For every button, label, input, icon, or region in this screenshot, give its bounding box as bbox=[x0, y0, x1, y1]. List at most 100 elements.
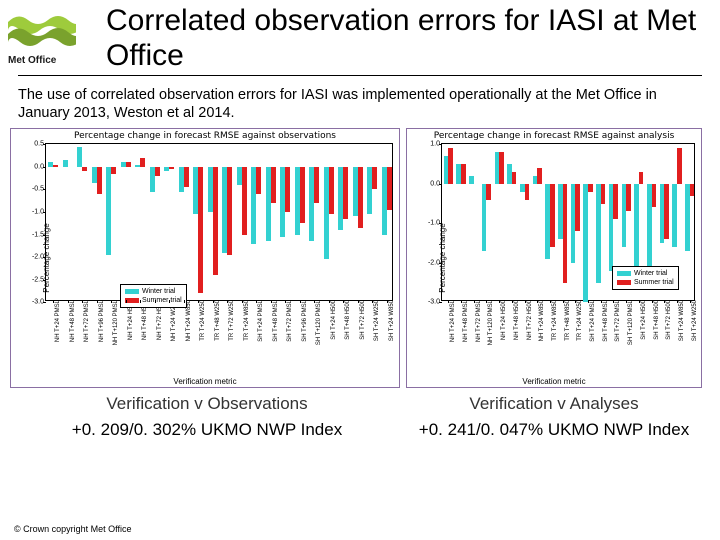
wave-icon bbox=[8, 10, 76, 48]
bar-summer bbox=[575, 184, 580, 231]
xtick-label: TR T+72 W250 bbox=[227, 300, 235, 341]
bar-winter bbox=[583, 184, 588, 303]
bar-winter bbox=[469, 176, 474, 184]
xtick-label: SH T+24 W250 bbox=[372, 300, 380, 341]
xtick-label: SH T+24 H500 bbox=[329, 300, 337, 340]
bar-winter bbox=[63, 160, 68, 167]
bar-winter bbox=[672, 184, 677, 247]
bar-summer bbox=[343, 167, 348, 219]
xtick-label: NH T+120 PMSL bbox=[486, 300, 494, 345]
chart-left-legend: Winter trialSummer trial bbox=[120, 284, 187, 308]
caption-left-title: Verification v Observations bbox=[10, 394, 404, 414]
bar-summer bbox=[690, 184, 695, 196]
xtick-label: SH T+24 W850 bbox=[677, 300, 685, 341]
bar-summer bbox=[271, 167, 276, 203]
xtick-label: SH T+72 PMSL bbox=[285, 300, 293, 342]
bar-summer bbox=[626, 184, 631, 212]
chart-right-xlabel: Verification metric bbox=[522, 377, 585, 386]
xtick-label: SH T+48 H500 bbox=[652, 300, 660, 340]
bar-winter bbox=[106, 167, 111, 255]
logo-label: Met Office bbox=[8, 55, 98, 66]
bar-summer bbox=[461, 164, 466, 184]
xtick-label: SH T+48 H500 bbox=[343, 300, 351, 340]
bar-summer bbox=[639, 172, 644, 184]
bar-summer bbox=[358, 167, 363, 228]
bar-summer bbox=[563, 184, 568, 283]
chart-right-plot: 1.00.0-1.0-2.0-3.0 NH T+24 PMSLNH T+48 P… bbox=[441, 143, 695, 301]
chart-analysis: Percentage change in forecast RMSE again… bbox=[406, 128, 702, 388]
xtick-label: SH T+72 H500 bbox=[358, 300, 366, 340]
legend-row: Summer trial bbox=[617, 278, 674, 287]
xtick-label: NH T+96 PMSL bbox=[97, 300, 105, 342]
bar-summer bbox=[227, 167, 232, 255]
caption-left-stat: +0. 209/0. 302% UKMO NWP Index bbox=[10, 420, 404, 440]
xtick-label: NH T+48 PMSL bbox=[461, 300, 469, 342]
legend-row: Winter trial bbox=[617, 269, 674, 278]
xtick-label: NH T+120 PMSL bbox=[111, 300, 119, 345]
xtick-label: TR T+48 W850 bbox=[563, 300, 571, 341]
bar-summer bbox=[448, 148, 453, 184]
bar-summer bbox=[155, 167, 160, 176]
bar-summer bbox=[525, 184, 530, 200]
bar-winter bbox=[77, 147, 82, 167]
legend-swatch bbox=[617, 271, 631, 276]
bar-summer bbox=[537, 168, 542, 184]
xtick-label: TR T+24 W850 bbox=[550, 300, 558, 341]
xtick-label: NH T+72 H500 bbox=[525, 300, 533, 340]
bar-summer bbox=[372, 167, 377, 190]
bar-summer bbox=[285, 167, 290, 212]
xtick-label: SH T+24 W250 bbox=[690, 300, 698, 341]
bar-summer bbox=[111, 167, 116, 174]
xtick-label: NH T+48 H500 bbox=[512, 300, 520, 340]
bar-summer bbox=[126, 162, 131, 167]
xtick-label: SH T+120 PMSL bbox=[314, 300, 322, 345]
legend-swatch bbox=[125, 289, 139, 294]
xtick-label: TR T+48 W250 bbox=[213, 300, 221, 341]
bar-summer bbox=[601, 184, 606, 204]
legend-swatch bbox=[617, 280, 631, 285]
bar-summer bbox=[314, 167, 319, 203]
bar-summer bbox=[588, 184, 593, 192]
xtick-label: SH T+48 PMSL bbox=[271, 300, 279, 342]
xtick-label: SH T+24 PMSL bbox=[256, 300, 264, 342]
xtick-label: SH T+48 PMSL bbox=[601, 300, 609, 342]
legend-label: Winter trial bbox=[142, 287, 175, 296]
xtick-label: NH T+24 PMSL bbox=[448, 300, 456, 342]
caption-right-title: Verification v Analyses bbox=[404, 394, 704, 414]
bar-summer bbox=[387, 167, 392, 210]
xtick-label: NH T+48 PMSL bbox=[68, 300, 76, 342]
xtick-label: NH T+24 PMSL bbox=[53, 300, 61, 342]
bar-summer bbox=[256, 167, 261, 194]
title-underline bbox=[18, 75, 702, 76]
chart-left-title: Percentage change in forecast RMSE again… bbox=[11, 129, 399, 141]
bar-summer bbox=[198, 167, 203, 293]
bar-summer bbox=[169, 167, 174, 169]
met-office-logo: Met Office bbox=[8, 4, 98, 66]
xtick-label: SH T+96 PMSL bbox=[300, 300, 308, 342]
bar-summer bbox=[512, 172, 517, 184]
bar-summer bbox=[652, 184, 657, 208]
xtick-label: SH T+72 PMSL bbox=[613, 300, 621, 342]
bar-summer bbox=[184, 167, 189, 187]
legend-label: Summer trial bbox=[142, 296, 182, 305]
xtick-label: SH T+72 H500 bbox=[664, 300, 672, 340]
xtick-label: TR T+24 W250 bbox=[198, 300, 206, 341]
xtick-label: SH T+24 H500 bbox=[639, 300, 647, 340]
bar-summer bbox=[82, 167, 87, 172]
xtick-label: NH T+72 PMSL bbox=[474, 300, 482, 342]
bar-summer bbox=[242, 167, 247, 235]
xtick-label: NH T+72 PMSL bbox=[82, 300, 90, 342]
legend-row: Winter trial bbox=[125, 287, 182, 296]
chart-observations: Percentage change in forecast RMSE again… bbox=[10, 128, 400, 388]
bar-summer bbox=[613, 184, 618, 220]
xtick-label: NH T+24 H500 bbox=[499, 300, 507, 340]
xtick-label: TR T+24 W250 bbox=[575, 300, 583, 341]
bar-summer bbox=[213, 167, 218, 275]
bar-summer bbox=[300, 167, 305, 223]
intro-text: The use of correlated observation errors… bbox=[0, 82, 720, 128]
legend-label: Summer trial bbox=[634, 278, 674, 287]
bar-summer bbox=[664, 184, 669, 239]
page-title: Correlated observation errors for IASI a… bbox=[98, 4, 712, 73]
bar-summer bbox=[677, 148, 682, 184]
xtick-label: SH T+24 W850 bbox=[387, 300, 395, 341]
